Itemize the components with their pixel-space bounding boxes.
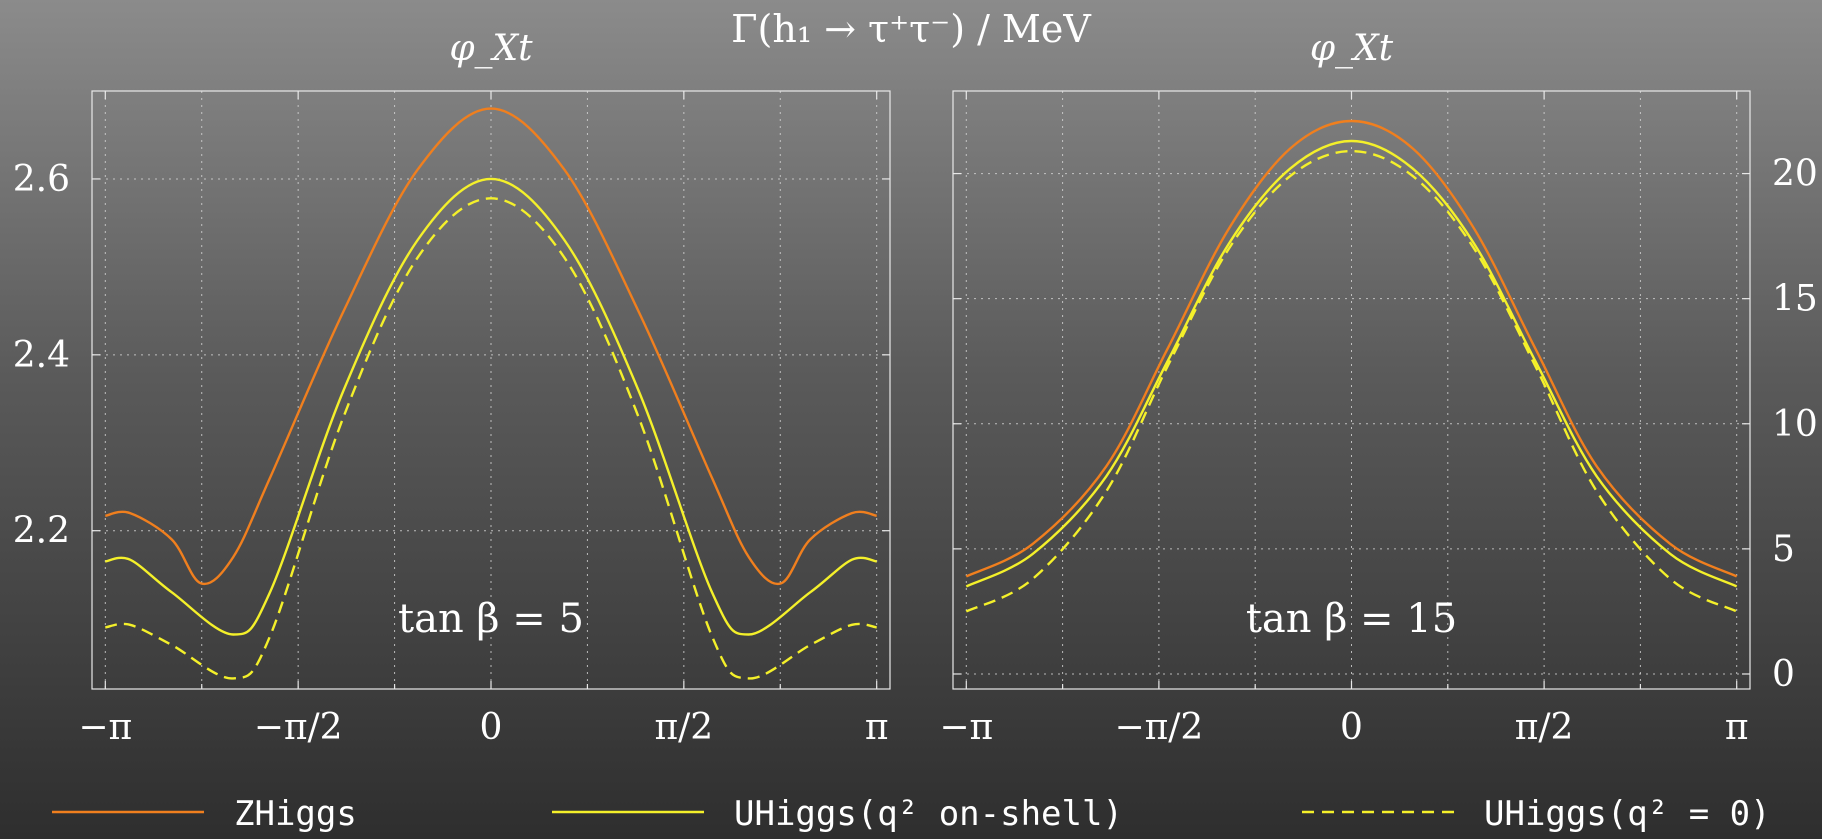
p1-axis-title: φ_Xt — [1310, 28, 1394, 69]
legend: ZHiggs UHiggs(q² on-shell) UHiggs(q² = 0… — [52, 794, 1771, 834]
legend-item-uhiggs-q2-zero: UHiggs(q² = 0) — [1302, 794, 1771, 834]
p1-y-tick-label: 15 — [1772, 279, 1818, 320]
p1-series-line-1 — [965, 139, 1738, 588]
legend-item-zhiggs: ZHiggs — [52, 794, 357, 834]
legend-label-uhiggs-onshell: UHiggs(q² on-shell) — [734, 794, 1123, 834]
p1-x-tick-label: 0 — [1340, 707, 1363, 748]
p1-y-tick-label: 10 — [1772, 404, 1818, 445]
p1-series-line-0 — [965, 119, 1738, 578]
p1-y-tick-label: 20 — [1772, 154, 1818, 195]
p0-x-tick-label: π/2 — [654, 707, 713, 748]
p1-annotation: tan β = 15 — [1246, 596, 1457, 642]
p0-series-line-0 — [105, 107, 877, 586]
p1-x-tick-label: π — [1725, 707, 1749, 748]
p0-axis-title: φ_Xt — [449, 28, 533, 69]
p0-y-tick-label: 2.4 — [13, 335, 70, 376]
legend-item-uhiggs-onshell: UHiggs(q² on-shell) — [552, 794, 1123, 834]
p0-series-line-2 — [105, 197, 877, 680]
legend-label-zhiggs: ZHiggs — [234, 794, 357, 834]
p0-series-line-1 — [105, 177, 877, 636]
p0-x-tick-label: −π — [78, 707, 132, 748]
p0-x-tick-label: −π/2 — [254, 707, 343, 748]
p0-x-tick-label: 0 — [480, 707, 503, 748]
p0-y-tick-label: 2.6 — [13, 159, 70, 200]
p0-y-tick-label: 2.2 — [13, 511, 70, 552]
p1-series-line-2 — [965, 149, 1738, 613]
p0-x-tick-label: π — [865, 707, 889, 748]
legend-label-uhiggs-q2-zero: UHiggs(q² = 0) — [1484, 794, 1771, 834]
p1-x-tick-label: −π — [939, 707, 993, 748]
p1-y-tick-label: 5 — [1772, 529, 1795, 570]
p1-y-tick-label: 0 — [1772, 654, 1795, 695]
p0-annotation: tan β = 5 — [398, 596, 584, 642]
p1-x-tick-label: −π/2 — [1114, 707, 1203, 748]
chart-title: Γ(h₁ → τ⁺τ⁻) / MeV — [731, 7, 1091, 51]
p1-x-tick-label: π/2 — [1515, 707, 1574, 748]
